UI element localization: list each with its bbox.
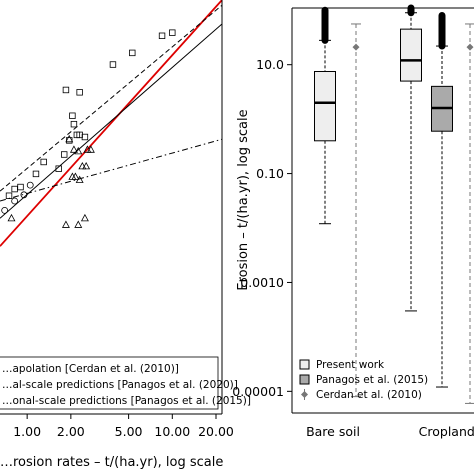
- point-square: [40, 158, 47, 166]
- point-triangle: [80, 213, 89, 222]
- point-square: [129, 49, 136, 57]
- right-legend-entry: Panagos et al. (2015): [316, 374, 428, 386]
- range-point: [352, 43, 360, 51]
- y-tick-label: 0.00001: [232, 384, 284, 399]
- point-triangle: [61, 220, 70, 228]
- left-legend: …apolation [Cerdan et al. (2010)] …al-sca…: [0, 356, 251, 410]
- x-axis-title: …rosion rates – t/(ha.yr), log scale: [0, 455, 223, 470]
- point-square: [17, 183, 24, 191]
- x-tick-label: 20.00: [198, 424, 234, 439]
- y-tick-label: 10.0: [256, 57, 284, 72]
- point-triangle: [71, 172, 80, 180]
- left-legend-entry: …onal-scale predictions [Panagos et al. …: [2, 395, 251, 407]
- point-square: [81, 133, 89, 141]
- right-boxplot-panel: 0.00001 0.0010 0.10 10.0 Erosion – t/(ha.yr)…: [232, 4, 474, 439]
- point-triangle: [82, 161, 91, 170]
- box-iqr: [400, 28, 422, 82]
- right-legend-entry: Cerdan et al. (2010): [316, 389, 422, 401]
- point-square: [11, 185, 18, 193]
- left-scatter-panel: 1.00 2.00 5.00 10.00 20.00 …rosion rates – t/…: [0, 0, 251, 470]
- point-square: [5, 192, 13, 199]
- legend-swatch: [299, 374, 310, 385]
- point-square: [66, 137, 73, 144]
- point-square: [61, 151, 68, 158]
- x-tick-label: 5.00: [115, 424, 143, 439]
- y-tick-label: 0.10: [256, 166, 284, 181]
- point-circle: [20, 191, 28, 199]
- point-triangle: [74, 220, 83, 228]
- point-square: [158, 32, 166, 39]
- point-circle: [1, 206, 9, 214]
- point-triangle: [75, 175, 84, 183]
- fit-line-black-solid: [0, 23, 222, 219]
- point-square: [70, 120, 78, 128]
- fit-line-dash-dot: [0, 138, 222, 202]
- range-point: [466, 43, 474, 51]
- right-legend: Present work Panagos et al. (2015) Cerdan …: [299, 359, 428, 401]
- y-axis-title: Erosion – t/(ha.yr), log scale: [236, 109, 251, 290]
- boxplot-bare-soil-present-work: [314, 6, 336, 225]
- x-tick-label: 2.00: [57, 424, 85, 439]
- box-iqr: [314, 70, 336, 142]
- left-legend-frame: [0, 356, 219, 410]
- point-triangle: [7, 213, 16, 222]
- category-label: Croplands: [419, 424, 474, 439]
- x-tick-label: 1.00: [13, 424, 41, 439]
- y-tick-label: 0.0010: [240, 275, 284, 290]
- left-legend-entry: …al-scale predictions [Panagos et al. (2…: [2, 379, 238, 391]
- point-square: [69, 112, 76, 119]
- point-circle: [11, 197, 19, 205]
- right-plot-area: [314, 4, 474, 404]
- left-legend-entry: …apolation [Cerdan et al. (2010)]: [2, 363, 179, 375]
- point-triangle: [78, 161, 87, 170]
- point-square: [109, 61, 117, 68]
- point-triangle: [86, 145, 95, 153]
- right-legend-entry: Present work: [316, 359, 385, 371]
- point-square: [55, 165, 62, 172]
- point-triangle: [74, 146, 83, 155]
- cerdan-range-croplands: [465, 23, 474, 404]
- fit-line-red: [0, 0, 222, 247]
- point-square: [169, 29, 176, 36]
- point-square: [76, 89, 83, 96]
- category-label: Bare soil: [306, 424, 360, 439]
- legend-swatch: [299, 359, 310, 370]
- boxplot-croplands-present-work: [400, 4, 422, 312]
- point-triangle: [65, 134, 74, 143]
- cerdan-range-bare-soil: [351, 23, 361, 398]
- point-triangle: [69, 145, 78, 153]
- point-square: [62, 86, 70, 94]
- x-tick-label: 10.00: [154, 424, 190, 439]
- point-square: [32, 170, 40, 178]
- boxplot-croplands-panagos-2015: [431, 12, 453, 388]
- point-circle: [26, 181, 34, 189]
- fit-line-dashed: [0, 4, 222, 192]
- left-plot-area: [0, 0, 222, 247]
